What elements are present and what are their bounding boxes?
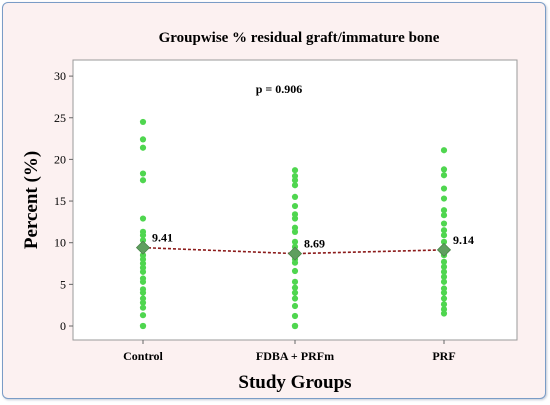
data-point [291,193,299,200]
data-point [440,295,448,302]
data-point [440,166,448,173]
data-point [291,295,299,302]
data-point [440,185,448,192]
data-point [440,268,448,275]
data-point [139,177,147,184]
data-point [440,278,448,285]
data-point [291,182,299,189]
data-point [291,224,299,231]
chart-frame: Groupwise % residual graft/immature bone… [2,2,546,399]
data-point [291,238,299,245]
data-point [291,172,299,180]
x-category-label: FDBA + PRFm [256,349,334,363]
data-point [139,295,147,302]
data-point [139,286,147,293]
data-point [440,301,448,308]
data-point [291,312,299,320]
mean-marker [287,246,303,261]
y-tick-label: 20 [54,152,66,166]
data-point [440,258,448,265]
data-point [139,136,147,143]
data-point [440,172,448,179]
data-point [139,237,147,244]
data-point [440,212,448,219]
data-point [139,118,147,126]
data-point [139,170,147,177]
data-point [291,211,299,218]
data-point [440,207,448,214]
mean-value-label: 9.41 [152,231,173,245]
y-axis: 0 5 10 15 20 25 30 [54,69,73,333]
data-point [291,302,299,310]
data-point [440,147,448,154]
data-point [139,312,147,319]
p-value-annotation: p = 0.906 [256,82,303,96]
data-point [440,306,448,313]
data-point [440,220,448,227]
y-axis-title: Percent (%) [21,151,42,249]
data-point [139,252,147,259]
mean-markers: 9.41 8.69 9.14 [135,231,474,261]
data-point [291,267,299,275]
data-point [440,263,448,270]
x-axis: Control FDBA + PRFm PRF [123,340,456,363]
y-tick-label: 25 [54,111,66,125]
x-category-label: Control [123,349,163,363]
data-point [440,232,448,239]
data-point [440,227,448,234]
chart-svg: Groupwise % residual graft/immature bone… [21,30,518,393]
data-point [139,322,147,330]
data-point [291,284,299,291]
data-point [440,238,448,245]
data-point [440,273,448,280]
mean-value-label: 9.14 [453,233,474,247]
data-point [440,195,448,202]
data-point [291,278,299,285]
y-tick-label: 30 [54,69,66,83]
data-point [139,215,147,222]
chart-title: Groupwise % residual graft/immature bone [159,30,440,46]
data-point [291,322,299,330]
x-axis-title: Study Groups [238,372,351,393]
data-point [139,304,147,311]
y-tick-label: 10 [54,236,66,250]
data-point [139,275,147,282]
data-point [139,228,147,235]
y-tick-label: 5 [60,277,66,291]
data-point [139,144,147,151]
data-point [291,202,299,210]
mean-value-label: 8.69 [304,237,325,251]
mean-marker [436,242,452,257]
x-category-label: PRF [432,349,455,363]
data-point [291,289,299,296]
data-point [291,167,299,174]
data-point [440,285,448,292]
y-tick-label: 15 [54,194,66,208]
y-tick-label: 0 [60,319,66,333]
mean-marker [135,240,151,255]
